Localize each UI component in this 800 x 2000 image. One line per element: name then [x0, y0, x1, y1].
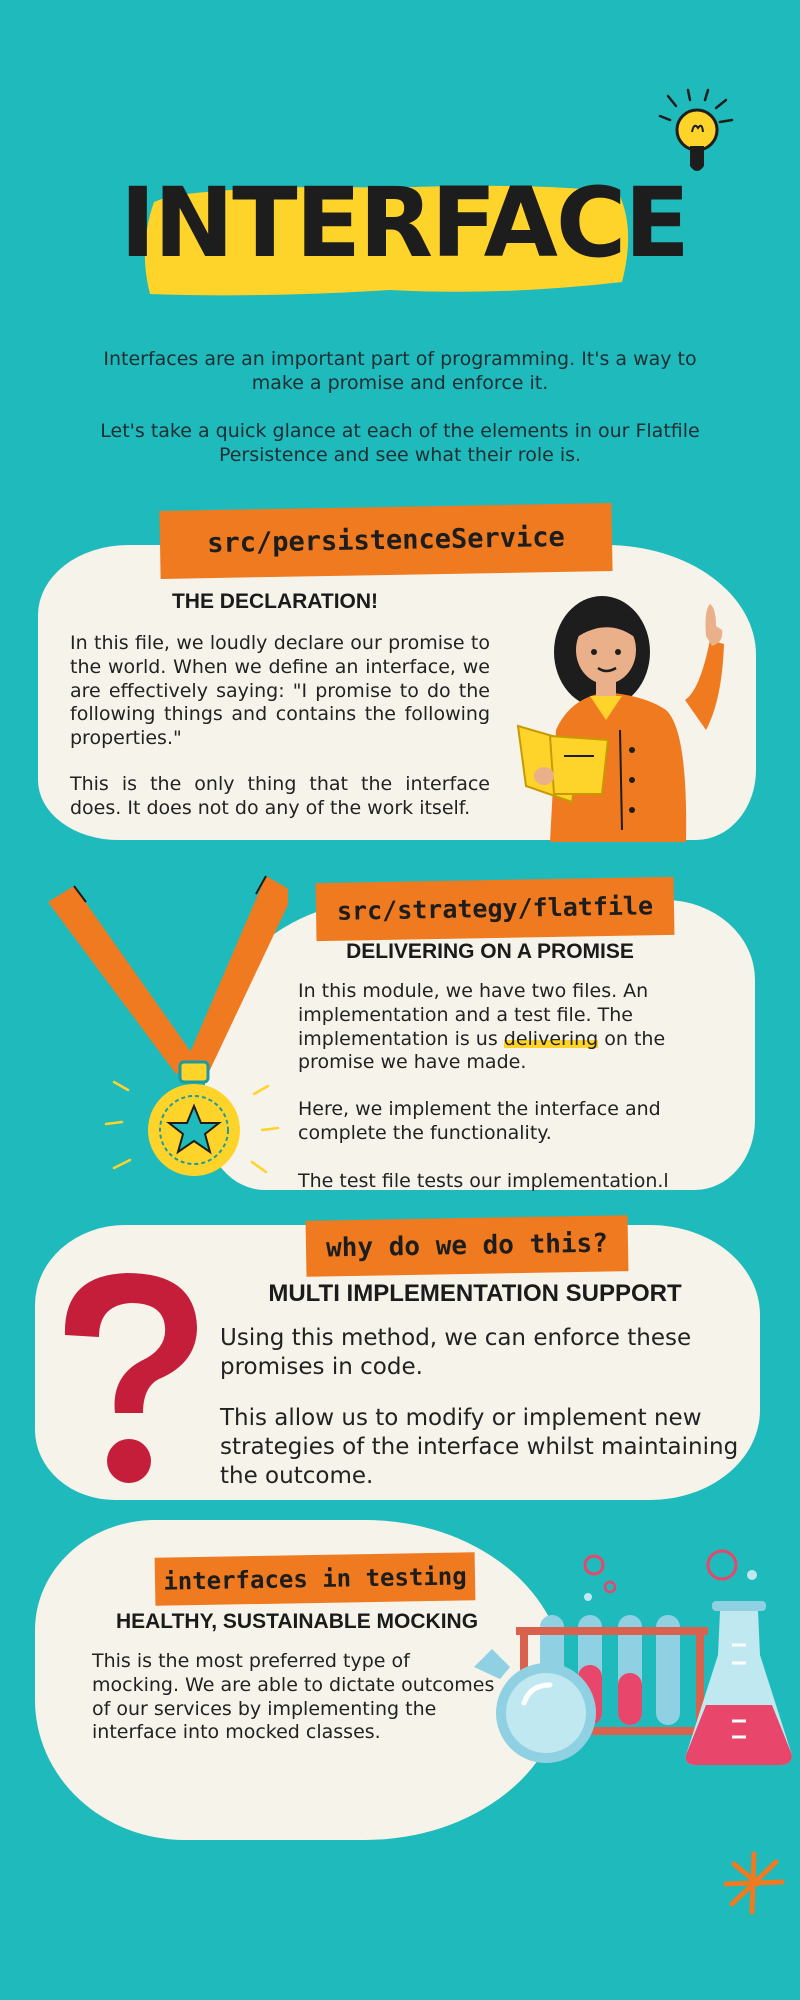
section3-heading: MULTI IMPLEMENTATION SUPPORT — [268, 1280, 682, 1307]
section2-heading: DELIVERING ON A PROMISE — [346, 940, 634, 963]
teacher-illustration — [516, 596, 724, 842]
highlight-word: delivering — [503, 1027, 599, 1050]
lightbulb-icon — [658, 88, 734, 171]
lab-flasks-illustration — [474, 1549, 792, 1765]
section4-tag: interfaces in testing — [154, 1552, 476, 1606]
section3-paragraph-2: This allow us to modify or implement new… — [220, 1405, 739, 1489]
question-mark-icon — [64, 1273, 197, 1483]
section2-tag: src/strategy/flatfile — [315, 876, 675, 942]
intro-paragraph-2: Let's take a quick glance at each of the… — [100, 420, 700, 466]
section1-tag: src/persistenceService — [159, 503, 613, 579]
asterisk-icon — [723, 1851, 785, 1915]
section2-paragraph-1-start: In this module, we have two files. An im… — [298, 980, 649, 1050]
section4-heading: HEALTHY, SUSTAINABLE MOCKING — [115, 1610, 479, 1633]
section4-paragraph-1: This is the most preferred type of mocki… — [92, 1650, 495, 1744]
section3-tag: why do we do this? — [305, 1215, 629, 1277]
section3-paragraph-1: Using this method, we can enforce these … — [220, 1325, 692, 1380]
section1-paragraph-1: In this file, we loudly declare our prom… — [70, 632, 490, 749]
section1-paragraph-2: This is the only thing that the interfac… — [70, 773, 490, 819]
medal-icon — [48, 875, 288, 1176]
section2-card — [205, 900, 755, 1190]
page-title: INTERFACE — [120, 167, 690, 279]
section1-heading: THE DECLARATION! — [171, 590, 379, 613]
title-highlight-brush — [144, 185, 629, 296]
section2-paragraph-3: The test file tests our implementation.l — [298, 1170, 669, 1192]
intro-paragraph-1: Interfaces are an important part of prog… — [103, 348, 697, 394]
section2-paragraph-1-end: on the promise we have made. — [298, 1027, 666, 1074]
section2-paragraph-1: In this module, we have two files. An im… — [298, 980, 688, 1075]
section2-paragraph-2: Here, we implement the interface and com… — [298, 1098, 661, 1144]
